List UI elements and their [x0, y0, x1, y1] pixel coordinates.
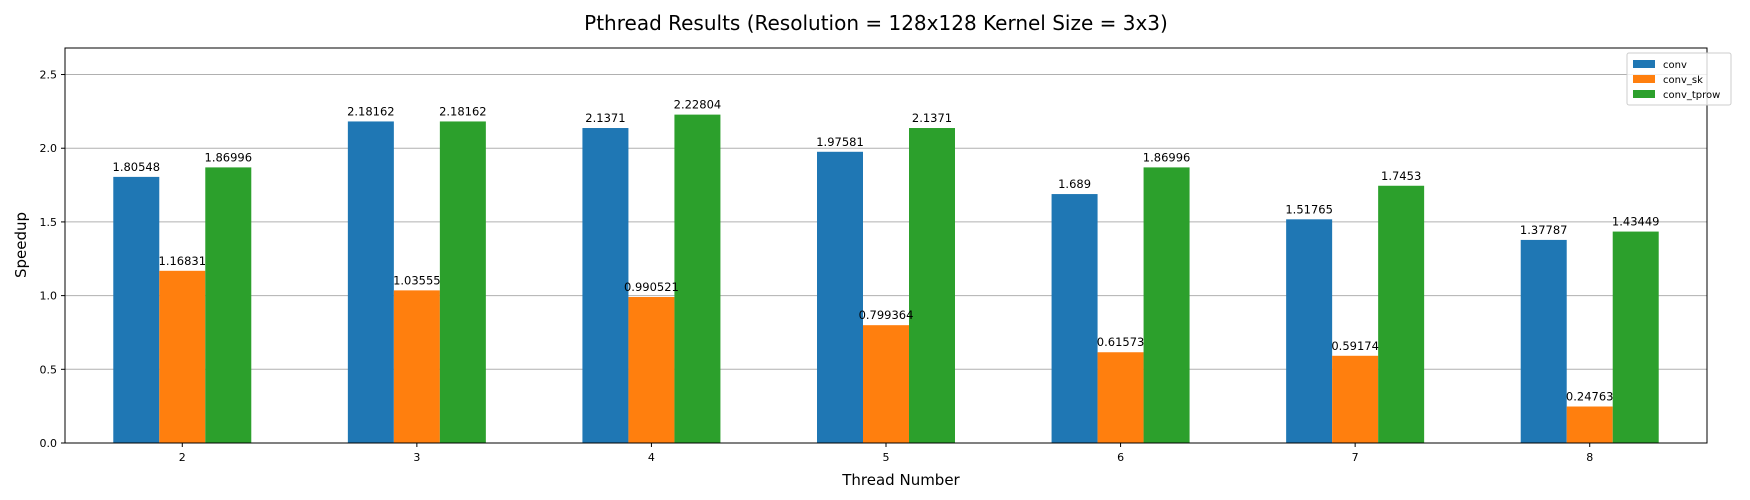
y-tick-label: 0.5	[40, 363, 58, 376]
legend-label-conv_tprow: conv_tprow	[1663, 90, 1720, 101]
x-tick-label: 2	[179, 451, 186, 464]
bar-conv-2	[113, 176, 160, 443]
y-tick-label: 2.5	[40, 69, 58, 82]
y-tick-label: 0.0	[40, 437, 58, 450]
bar-conv_tprow-3	[439, 121, 486, 443]
bar-conv_sk-6	[1097, 352, 1144, 443]
y-tick-label: 1.0	[40, 290, 58, 303]
y-axis-label: Speedup	[12, 212, 30, 278]
data-label-conv_sk-8: 0.24763	[1566, 390, 1614, 404]
legend-label-conv: conv	[1663, 60, 1687, 71]
x-axis-label: Thread Number	[841, 471, 960, 489]
bar-conv_sk-2	[159, 270, 206, 443]
data-labels: 1.80548 1.16831 1.86996 2.18162 1.03555 2.181…	[113, 98, 1660, 404]
bar-conv-4	[582, 128, 629, 444]
data-label-conv_sk-5: 0.799364	[859, 308, 914, 322]
data-label-conv_tprow-2: 1.86996	[205, 150, 253, 164]
data-label-conv-5: 1.97581	[816, 135, 864, 149]
bar-conv-7	[1286, 219, 1333, 443]
legend-swatch-conv_tprow	[1633, 90, 1655, 98]
legend-label-conv_sk: conv_sk	[1663, 75, 1703, 86]
x-axis-ticks: 2 3 4 5 6 7 8	[179, 443, 1593, 464]
bar-conv_sk-5	[863, 325, 909, 443]
bar-conv_sk-7	[1332, 355, 1379, 443]
bar-conv_tprow-2	[205, 167, 252, 443]
bar-conv_tprow-4	[674, 114, 721, 443]
data-label-conv_tprow-8: 1.43449	[1612, 215, 1660, 229]
bar-conv_sk-3	[393, 290, 440, 443]
data-label-conv-2: 1.80548	[113, 160, 161, 174]
data-label-conv_sk-4: 0.990521	[624, 280, 679, 294]
bar-conv-8	[1520, 239, 1567, 443]
x-tick-label: 5	[883, 451, 890, 464]
data-label-conv_sk-2: 1.16831	[159, 254, 207, 268]
data-label-conv_tprow-7: 1.7453	[1381, 169, 1421, 183]
data-label-conv-4: 2.1371	[585, 111, 625, 125]
bar-conv_sk-8	[1566, 406, 1613, 443]
data-label-conv_tprow-4: 2.22804	[674, 98, 722, 112]
data-label-conv_tprow-5: 2.1371	[912, 111, 952, 125]
y-tick-label: 1.5	[40, 216, 58, 229]
data-label-conv-8: 1.37787	[1520, 223, 1568, 237]
bar-conv_tprow-6	[1143, 167, 1190, 443]
data-label-conv-6: 1.689	[1058, 177, 1091, 191]
x-tick-label: 4	[648, 451, 655, 464]
data-label-conv_tprow-6: 1.86996	[1143, 150, 1191, 164]
bar-conv_tprow-8	[1612, 231, 1659, 443]
bar-conv-3	[347, 121, 394, 443]
x-tick-label: 7	[1352, 451, 1359, 464]
data-label-conv-3: 2.18162	[347, 104, 395, 118]
bar-conv-5	[817, 151, 863, 444]
bar-conv_tprow-7	[1378, 185, 1425, 444]
data-label-conv_sk-6: 0.61573	[1097, 335, 1145, 349]
bar-conv_sk-4	[628, 297, 675, 443]
chart-title: Pthread Results (Resolution = 128x128 Ke…	[584, 11, 1168, 35]
x-tick-label: 3	[413, 451, 420, 464]
legend: conv conv_sk conv_tprow	[1626, 52, 1732, 106]
bar-conv-6	[1051, 194, 1098, 443]
bars	[113, 114, 1659, 444]
data-label-conv-7: 1.51765	[1285, 202, 1333, 216]
x-tick-label: 6	[1117, 451, 1124, 464]
legend-swatch-conv_sk	[1633, 75, 1655, 83]
legend-swatch-conv	[1633, 60, 1655, 68]
data-label-conv_sk-7: 0.59174	[1331, 339, 1379, 353]
y-tick-label: 2.0	[40, 142, 58, 155]
bar-conv_tprow-5	[909, 128, 955, 444]
y-axis-ticks: 0.0 0.5 1.0 1.5 2.0 2.5	[40, 69, 65, 450]
x-tick-label: 8	[1586, 451, 1593, 464]
data-label-conv_tprow-3: 2.18162	[439, 104, 487, 118]
data-label-conv_sk-3: 1.03555	[393, 273, 441, 287]
